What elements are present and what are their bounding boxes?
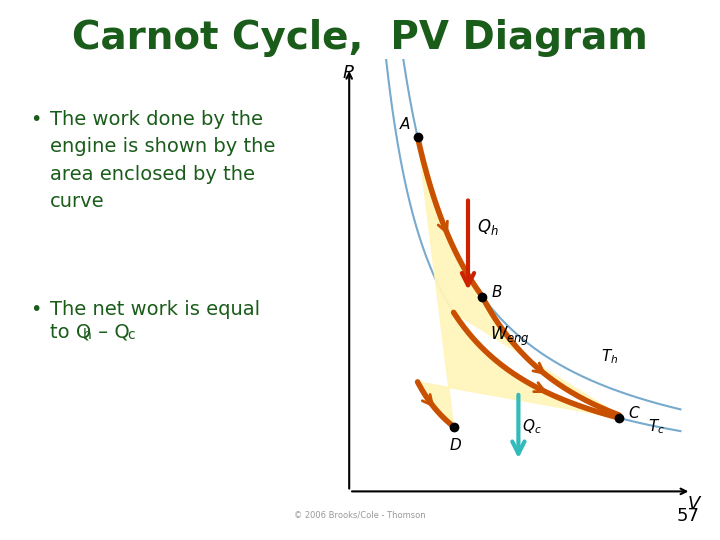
Text: C: C [628, 406, 639, 421]
Text: Carnot Cycle,  PV Diagram: Carnot Cycle, PV Diagram [72, 19, 648, 57]
Text: $T_c$: $T_c$ [648, 417, 665, 436]
Text: A: A [400, 117, 410, 132]
Text: B: B [491, 285, 502, 300]
Polygon shape [418, 137, 619, 427]
Text: $V$: $V$ [687, 495, 703, 512]
Text: c: c [127, 328, 135, 342]
Text: $P$: $P$ [342, 64, 355, 82]
Text: The net work is equal: The net work is equal [50, 300, 260, 319]
Text: •: • [30, 300, 41, 319]
Text: $Q_h$: $Q_h$ [477, 217, 499, 237]
Text: $W_{eng}$: $W_{eng}$ [490, 325, 529, 348]
Text: 57: 57 [677, 507, 700, 525]
Text: •: • [30, 110, 41, 129]
Text: $T_h$: $T_h$ [601, 348, 618, 367]
Text: The work done by the
engine is shown by the
area enclosed by the
curve: The work done by the engine is shown by … [50, 110, 275, 211]
Text: to Q: to Q [50, 322, 91, 341]
Text: – Q: – Q [92, 322, 130, 341]
Text: h: h [83, 328, 91, 342]
Text: $Q_c$: $Q_c$ [522, 417, 541, 436]
Text: D: D [450, 438, 462, 454]
Text: © 2006 Brooks/Cole - Thomson: © 2006 Brooks/Cole - Thomson [294, 511, 426, 520]
